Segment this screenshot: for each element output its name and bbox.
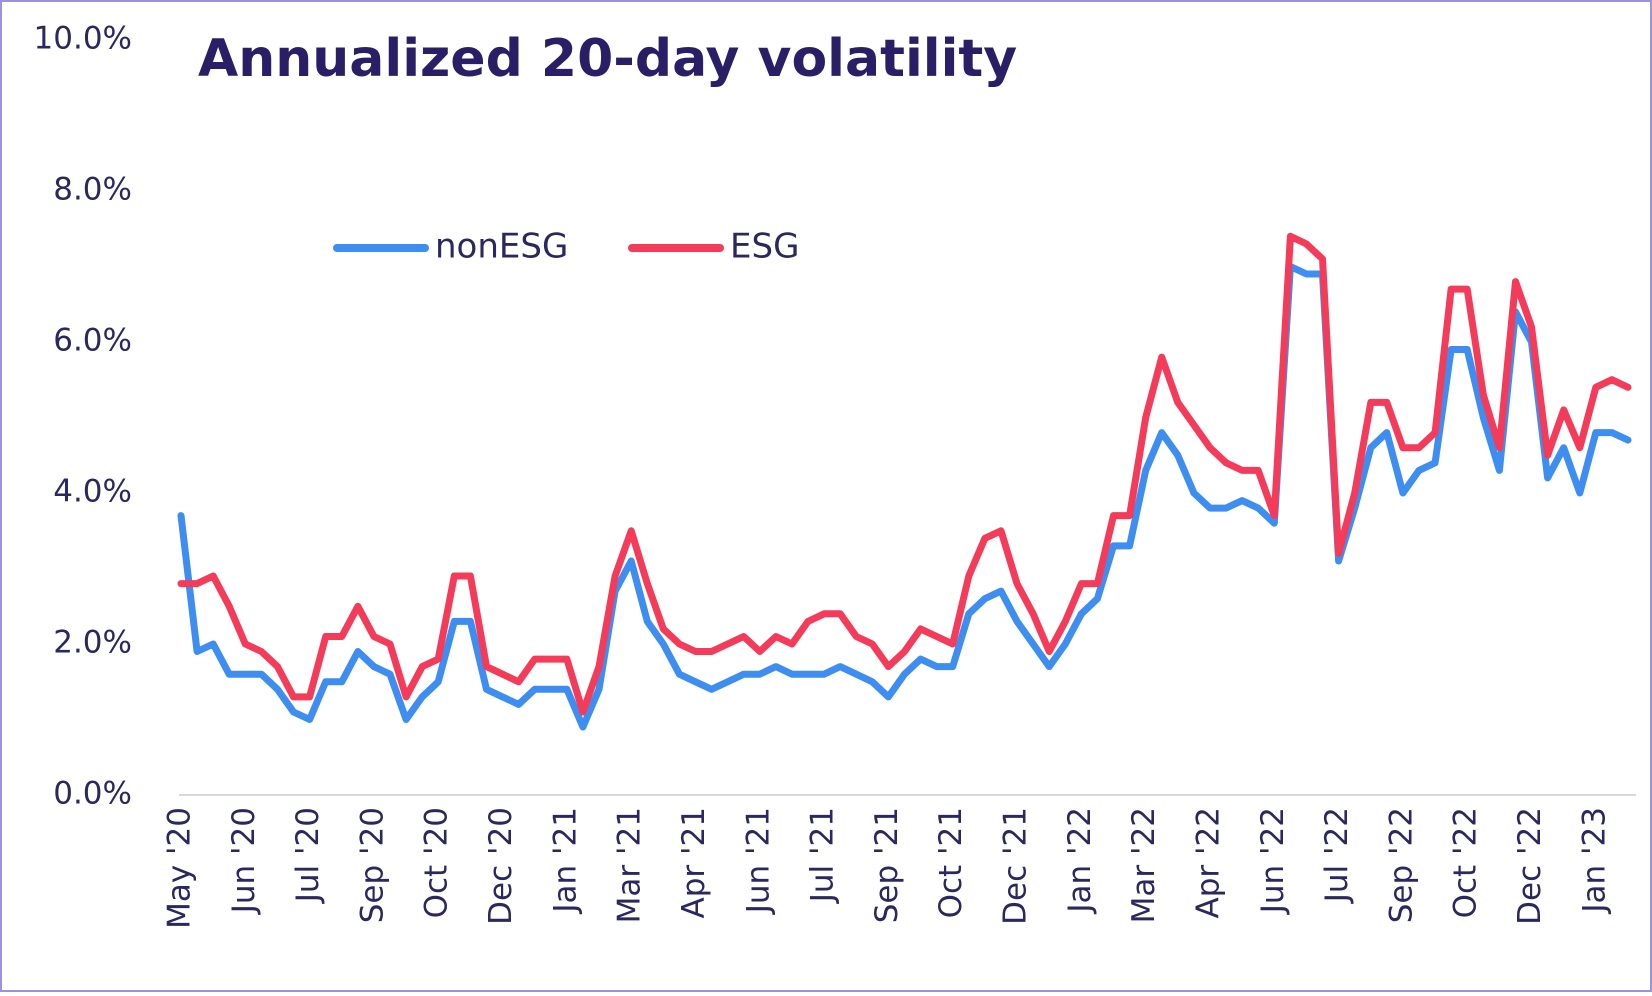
- y-tick-label: 2.0%: [53, 625, 132, 661]
- x-tick-label: Sep '21: [869, 807, 905, 923]
- x-tick-label: Mar '21: [612, 807, 648, 923]
- x-tick-label: Jun '21: [740, 807, 776, 915]
- x-tick-label: Mar '22: [1126, 807, 1162, 923]
- x-tick-label: Dec '22: [1512, 807, 1548, 925]
- y-tick-label: 0.0%: [53, 776, 132, 812]
- x-tick-label: Sep '22: [1383, 807, 1419, 923]
- x-tick-label: Dec '20: [483, 807, 519, 925]
- y-tick-label: 4.0%: [53, 474, 132, 510]
- x-tick-label: Jul '20: [290, 807, 326, 904]
- y-tick-label: 10.0%: [34, 21, 132, 57]
- x-tick-label: May '20: [162, 807, 198, 929]
- legend-label: ESG: [730, 227, 799, 267]
- y-tick-label: 6.0%: [53, 323, 132, 359]
- y-tick-label: 8.0%: [53, 172, 132, 208]
- x-tick-label: Jul '22: [1319, 807, 1355, 904]
- x-tick-label: Oct '20: [419, 807, 455, 918]
- x-tick-label: Jan '23: [1576, 807, 1612, 915]
- chart-title: Annualized 20-day volatility: [198, 29, 1017, 89]
- x-tick-label: Jan '22: [1062, 807, 1098, 915]
- x-tick-label: Apr '22: [1190, 807, 1226, 918]
- x-tick-label: Apr '21: [676, 807, 712, 918]
- x-tick-label: Jul '21: [805, 807, 841, 904]
- x-tick-label: Oct '22: [1448, 807, 1484, 918]
- x-tick-label: Jan '21: [547, 807, 583, 915]
- x-tick-label: Jun '22: [1255, 807, 1291, 915]
- series-line: [177, 232, 1632, 716]
- legend-label: nonESG: [435, 227, 568, 267]
- x-tick-label: Oct '21: [933, 807, 969, 918]
- x-tick-label: Jun '20: [226, 807, 262, 915]
- x-tick-label: Dec '21: [998, 807, 1034, 925]
- series-line: [177, 263, 1632, 731]
- x-tick-label: Sep '20: [354, 807, 390, 923]
